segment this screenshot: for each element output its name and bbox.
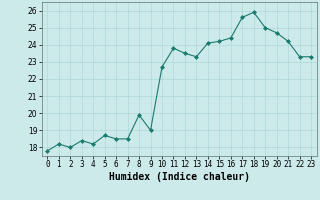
X-axis label: Humidex (Indice chaleur): Humidex (Indice chaleur) [109,172,250,182]
